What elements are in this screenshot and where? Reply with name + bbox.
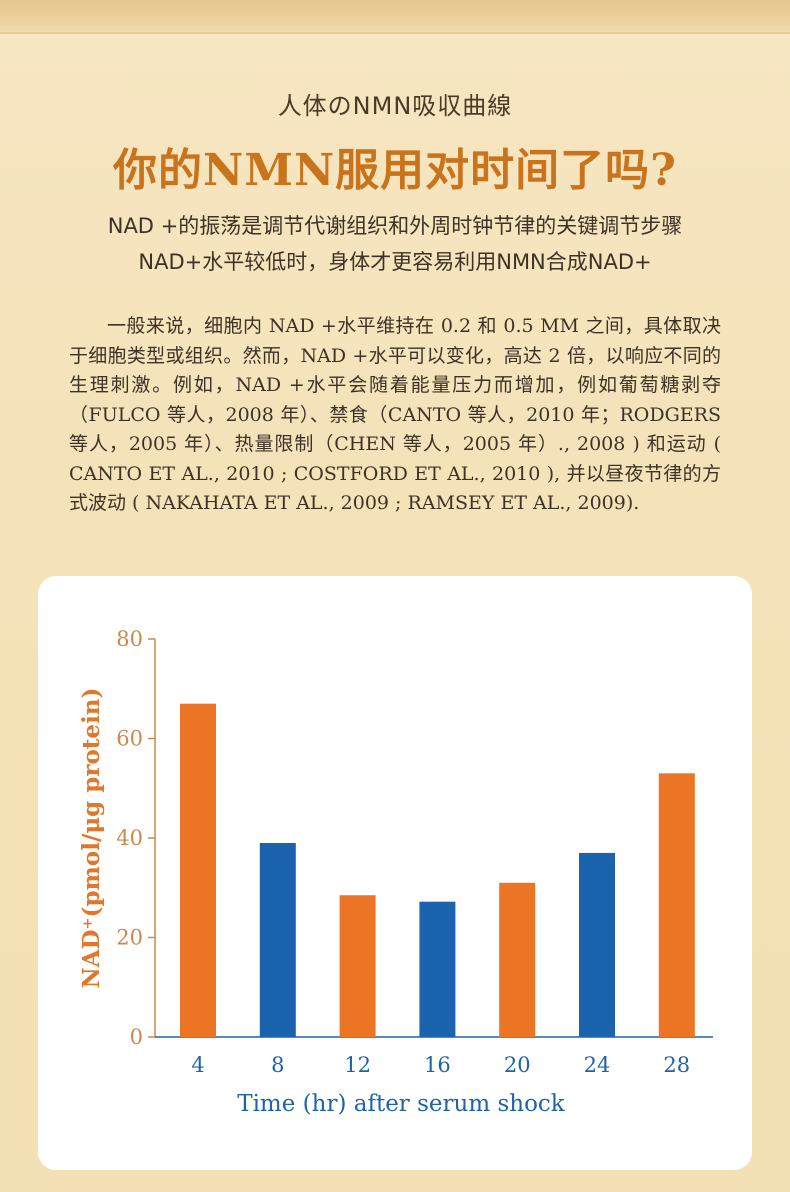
bar-8hr xyxy=(259,842,296,1037)
x-tick-label: 12 xyxy=(344,1053,371,1077)
page-headline: 你的NMN服用对时间了吗? xyxy=(113,145,677,196)
x-tick-label: 8 xyxy=(271,1053,284,1077)
chart-card: 4 8 12 16 20 24 28 0 20 40 60 80 NAD⁺(pmol/μg prot… xyxy=(38,576,752,1170)
y-tick-label: 60 xyxy=(116,727,143,751)
tagline-1: NAD +的振荡是调节代谢组织和外周时钟节律的关键调节步骤 xyxy=(107,214,683,238)
bar-chart: 4 8 12 16 20 24 28 0 20 40 60 80 NAD⁺(pmol/μg prot… xyxy=(78,627,713,1117)
y-tick-label: 40 xyxy=(116,826,143,850)
x-tick-label: 28 xyxy=(663,1053,690,1077)
tagline-2: NAD+水平较低时，身体才更容易利用NMN合成NAD+ xyxy=(138,250,652,274)
y-tick-label: 80 xyxy=(116,627,143,651)
x-tick-label: 20 xyxy=(504,1053,531,1077)
x-tick-label: 16 xyxy=(424,1053,451,1077)
x-tick-labels: 4 8 12 16 20 24 28 xyxy=(191,1053,690,1077)
y-axis-label: NAD⁺(pmol/μg protein) xyxy=(78,688,105,989)
bar-28hr xyxy=(658,773,695,1037)
y-tick-labels: 0 20 40 60 80 xyxy=(116,627,143,1049)
x-axis-label: Time (hr) after serum shock xyxy=(237,1091,566,1117)
bar-4hr xyxy=(180,703,216,1037)
y-tick-label: 20 xyxy=(116,926,143,950)
bar-12hr xyxy=(339,895,376,1037)
bar-24hr xyxy=(579,852,615,1037)
x-tick-label: 24 xyxy=(584,1053,611,1077)
y-tick-label: 0 xyxy=(130,1025,143,1049)
x-tick-label: 4 xyxy=(191,1053,204,1077)
chart-bars xyxy=(180,703,695,1037)
page-subtitle: 人体のNMN吸収曲線 xyxy=(277,92,513,120)
top-decorative-band xyxy=(0,0,790,34)
bar-20hr xyxy=(499,882,536,1037)
bar-16hr xyxy=(419,901,456,1037)
body-paragraph: 一般来说，细胞内 NAD +水平维持在 0.2 和 0.5 MM 之间，具体取决… xyxy=(69,315,721,514)
